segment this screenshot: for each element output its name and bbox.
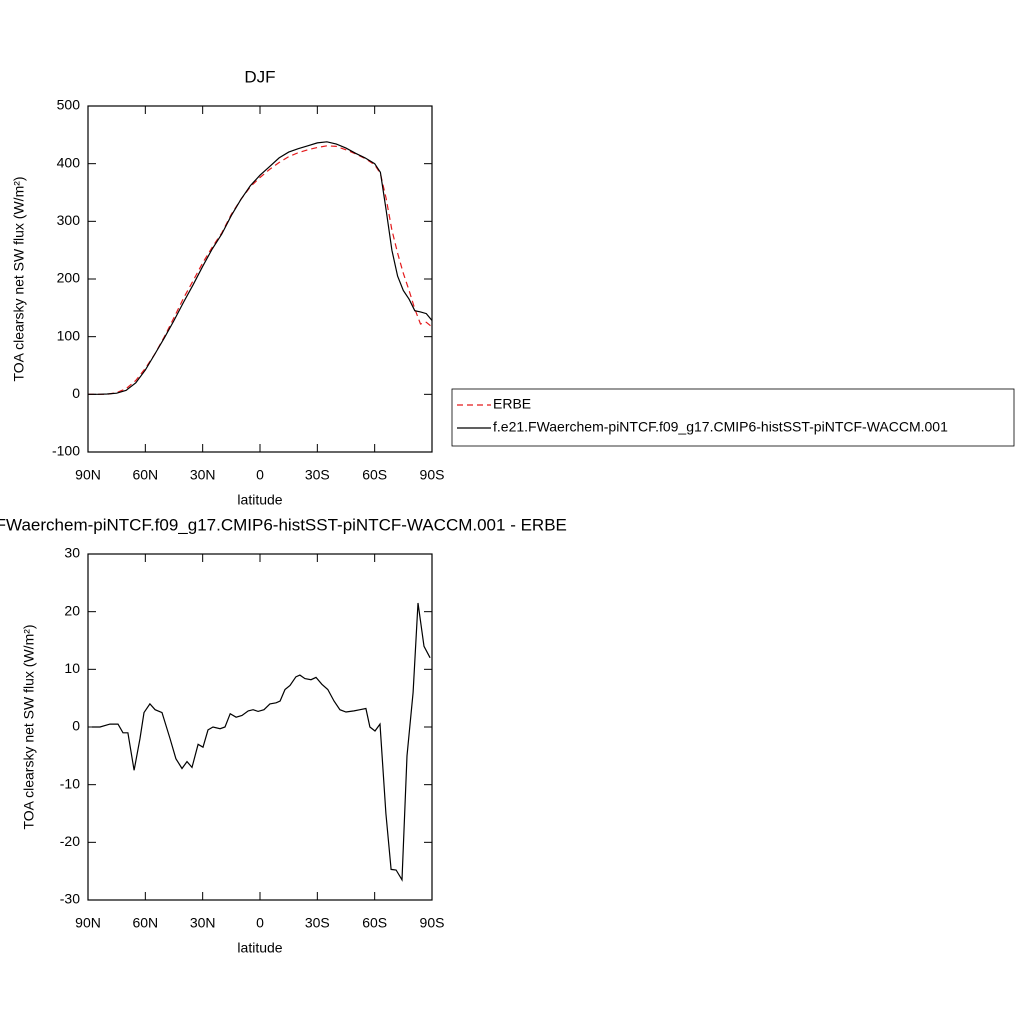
y-tick-label: 100	[57, 327, 81, 343]
y-tick-label: 0	[72, 385, 80, 401]
legend: ERBE f.e21.FWaerchem-piNTCF.f09_g17.CMIP6…	[451, 388, 1015, 447]
y-tick-label: 0	[72, 718, 80, 734]
x-axis-label: latitude	[237, 940, 282, 956]
plot: f.e21.FWaerchem-piNTCF.f09_g17.CMIP6-his…	[0, 515, 567, 955]
data-line	[88, 145, 433, 395]
y-tick-label: -20	[60, 833, 80, 849]
x-tick-label: 90S	[420, 915, 445, 931]
y-tick-label: 200	[57, 270, 81, 286]
y-tick-label: 30	[64, 545, 80, 561]
chart-title: DJF	[244, 67, 275, 86]
x-tick-label: 0	[256, 467, 264, 483]
data-line	[92, 602, 431, 882]
y-tick-label: 500	[57, 97, 81, 113]
y-tick-label: 10	[64, 660, 80, 676]
legend-label: f.e21.FWaerchem-piNTCF.f09_g17.CMIP6-his…	[493, 419, 948, 435]
y-axis-label: TOA clearsky net SW flux (W/m²)	[21, 624, 37, 829]
data-line	[88, 141, 433, 395]
legend-label: ERBE	[493, 396, 531, 412]
chart-title: f.e21.FWaerchem-piNTCF.f09_g17.CMIP6-his…	[0, 515, 567, 534]
y-tick-label: -30	[60, 891, 80, 907]
x-tick-label: 60N	[132, 467, 158, 483]
y-tick-label: 300	[57, 212, 81, 228]
x-axis-label: latitude	[237, 492, 282, 508]
y-tick-label: 20	[64, 602, 80, 618]
x-tick-label: 90N	[75, 915, 101, 931]
y-axis-label: TOA clearsky net SW flux (W/m²)	[11, 176, 27, 381]
y-tick-label: 400	[57, 154, 81, 170]
x-tick-label: 30S	[305, 467, 330, 483]
legend-box	[451, 388, 1015, 447]
plot-frame	[87, 105, 433, 453]
x-tick-label: 60S	[362, 467, 387, 483]
x-tick-label: 60S	[362, 915, 387, 931]
y-tick-label: -10	[60, 775, 80, 791]
x-tick-label: 30N	[190, 467, 216, 483]
plot: DJF latitude TOA clearsky net SW flux (W/m…	[11, 67, 445, 507]
x-tick-label: 90N	[75, 467, 101, 483]
x-tick-label: 30N	[190, 915, 216, 931]
plot-frame	[87, 553, 433, 901]
x-tick-label: 90S	[420, 467, 445, 483]
x-tick-label: 0	[256, 915, 264, 931]
x-tick-label: 60N	[132, 915, 158, 931]
y-tick-label: -100	[52, 443, 80, 459]
x-tick-label: 30S	[305, 915, 330, 931]
